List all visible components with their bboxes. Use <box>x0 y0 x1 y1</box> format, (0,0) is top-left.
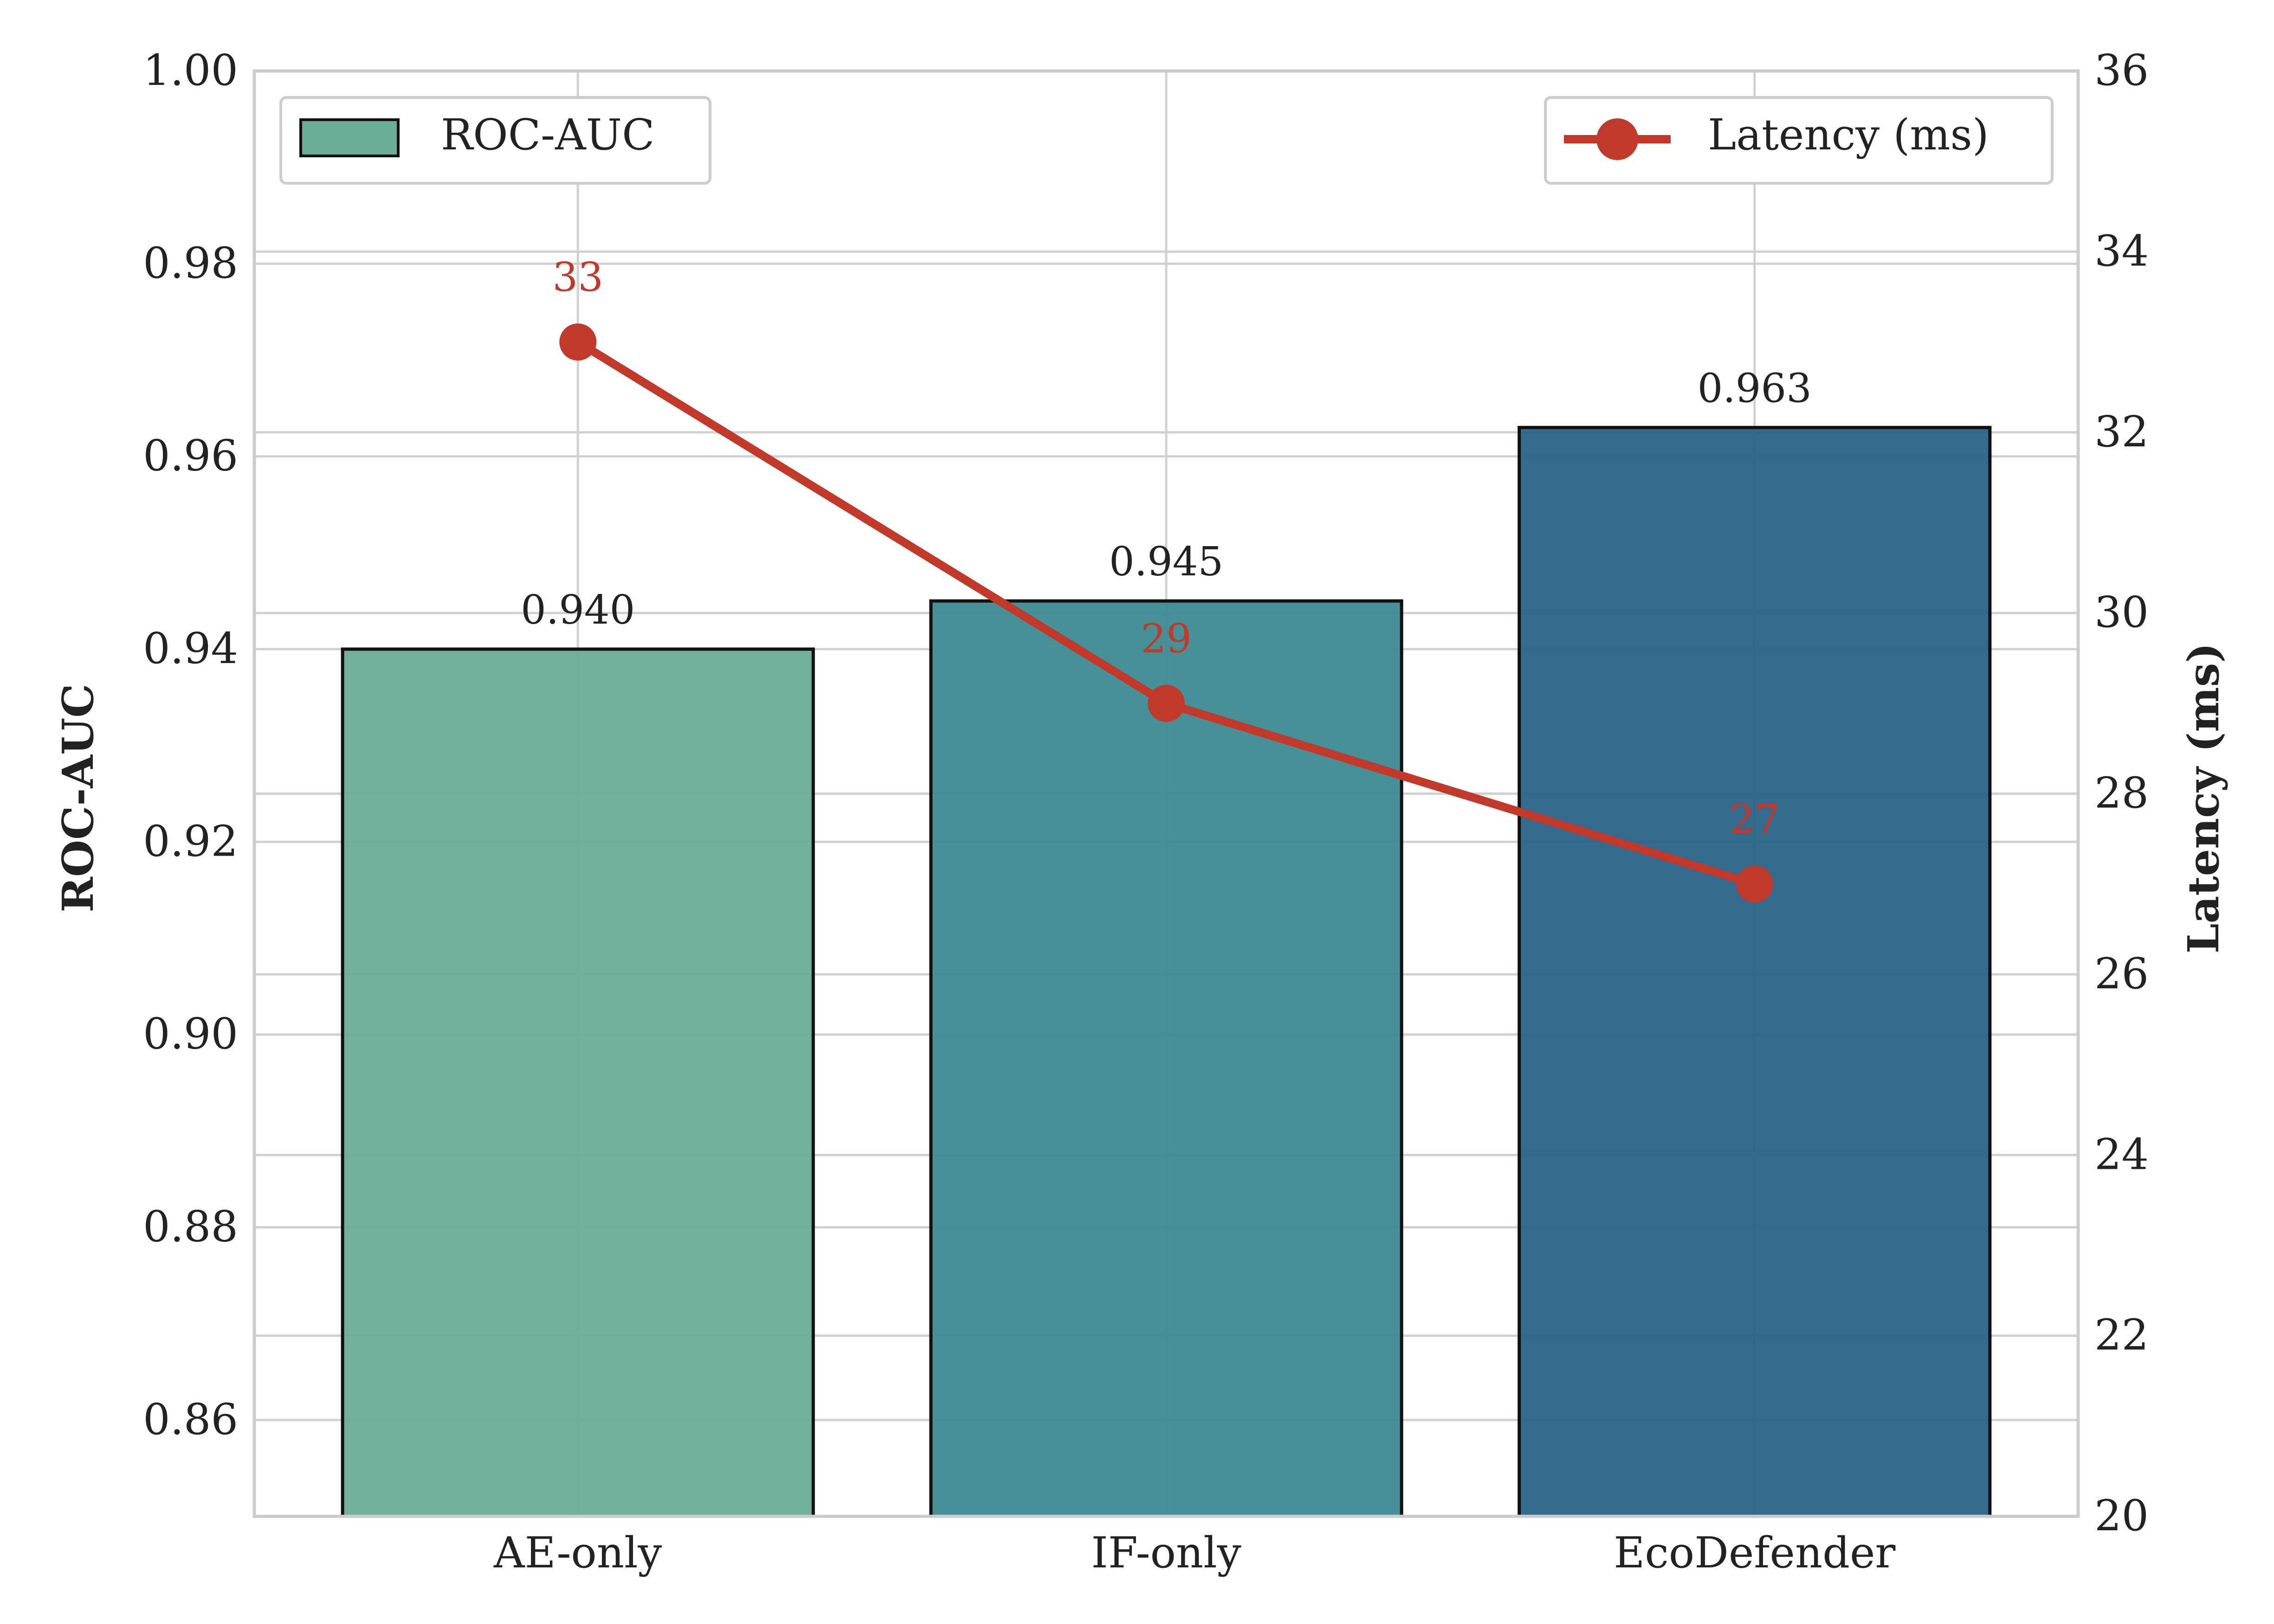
legend-latency-marker <box>1596 118 1638 160</box>
y-tick-left: 0.96 <box>143 431 238 481</box>
legend-roc-auc-label: ROC-AUC <box>441 110 655 160</box>
y-tick-right: 34 <box>2094 226 2149 276</box>
latency-point <box>1736 865 1773 903</box>
axes-frame <box>252 69 2080 1518</box>
y-tick-right: 24 <box>2094 1129 2149 1179</box>
y-tick-right: 32 <box>2094 407 2149 457</box>
latency-point <box>559 323 597 361</box>
legend-latency: Latency (ms) <box>1544 96 2054 185</box>
y-tick-right: 20 <box>2094 1491 2149 1540</box>
y-tick-left: 0.98 <box>143 238 238 288</box>
y-tick-right: 26 <box>2094 949 2149 999</box>
bar-ecodefender <box>1518 425 1992 1518</box>
latency-point <box>1148 684 1185 722</box>
y-tick-left: 0.92 <box>143 816 238 866</box>
value-labels: 0.940 0.945 0.963 33 29 27 <box>521 254 1812 843</box>
y-tick-left: 0.86 <box>143 1394 238 1444</box>
bar-if-only <box>929 599 1403 1518</box>
x-tick-label: AE-only <box>493 1528 662 1578</box>
x-tick-label: EcoDefender <box>1614 1528 1895 1578</box>
legend-roc-auc: ROC-AUC <box>279 96 711 185</box>
latency-value-label: 27 <box>1729 796 1780 843</box>
y-tick-left: 0.90 <box>143 1009 238 1059</box>
y-tick-right: 22 <box>2094 1310 2149 1360</box>
bar-value-label: 0.940 <box>521 587 635 633</box>
latency-value-label: 33 <box>553 254 603 301</box>
y-tick-right: 28 <box>2094 768 2149 818</box>
bar-value-label: 0.945 <box>1109 539 1223 585</box>
axis-ticks: 0.86 0.88 0.90 0.92 0.94 0.96 0.98 1.00 20 22 24 26… <box>143 45 2149 1578</box>
y-tick-right: 36 <box>2094 45 2149 95</box>
latency-line <box>559 323 1773 903</box>
x-tick-label: IF-only <box>1091 1528 1241 1578</box>
bar-value-label: 0.963 <box>1698 365 1812 412</box>
legend-latency-label: Latency (ms) <box>1708 110 1989 160</box>
y-tick-left: 0.94 <box>143 624 238 673</box>
bar-ae-only <box>341 647 815 1518</box>
y-axis-left-label: ROC-AUC <box>53 684 103 913</box>
y-axis-right-label: Latency (ms) <box>2178 643 2229 954</box>
y-tick-right: 30 <box>2094 587 2149 637</box>
y-tick-left: 0.88 <box>143 1202 238 1251</box>
legend-roc-auc-swatch <box>299 118 400 157</box>
latency-value-label: 29 <box>1141 616 1191 662</box>
plot-frame <box>252 69 2080 1518</box>
y-tick-left: 1.00 <box>143 45 238 95</box>
